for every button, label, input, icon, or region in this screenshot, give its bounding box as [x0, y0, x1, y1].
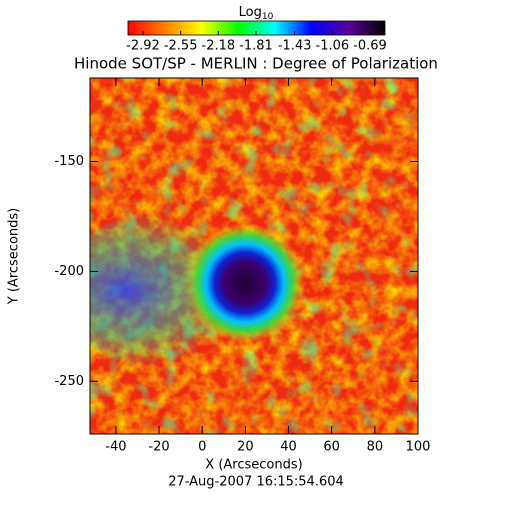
x-tick-label: 40: [280, 440, 297, 455]
x-axis-label: X (Arcseconds): [205, 458, 302, 473]
y-axis-label: Y (Arcseconds): [7, 208, 22, 305]
x-tick-label: 20: [237, 440, 254, 455]
colorbar-tick-label: -1.06: [316, 39, 350, 54]
colorbar-tick-label: -2.55: [164, 39, 198, 54]
colorbar-tick-label: -0.69: [353, 39, 387, 54]
footer: 27-Aug-2007 16:15:54.604: [168, 475, 344, 490]
colorbar-tick-label: -1.81: [239, 39, 273, 54]
x-tick-label: 60: [323, 440, 340, 455]
colorbar-label-sub: 10: [262, 12, 274, 22]
x-tick-label: -20: [148, 440, 169, 455]
x-tick-label: 0: [198, 440, 206, 455]
plot-frame: [89, 77, 419, 435]
x-tick-label: 80: [367, 440, 384, 455]
colorbar-label-main: Log: [239, 5, 262, 20]
chart-title: Hinode SOT/SP - MERLIN : Degree of Polar…: [74, 55, 438, 73]
colorbar-label: Log10: [239, 5, 274, 22]
y-tick-label: -200: [54, 264, 84, 279]
x-tick-label: 100: [406, 440, 431, 455]
colorbar-tick-label: -1.43: [278, 39, 312, 54]
image: [90, 78, 418, 434]
colorbar-tick-label: -2.92: [126, 39, 160, 54]
colorbar: [127, 20, 386, 36]
x-tick-label: -40: [105, 440, 126, 455]
y-tick-label: -250: [54, 374, 84, 389]
colorbar-tick-label: -2.18: [202, 39, 236, 54]
sunspot: [185, 223, 305, 343]
y-tick-label: -150: [54, 154, 84, 169]
